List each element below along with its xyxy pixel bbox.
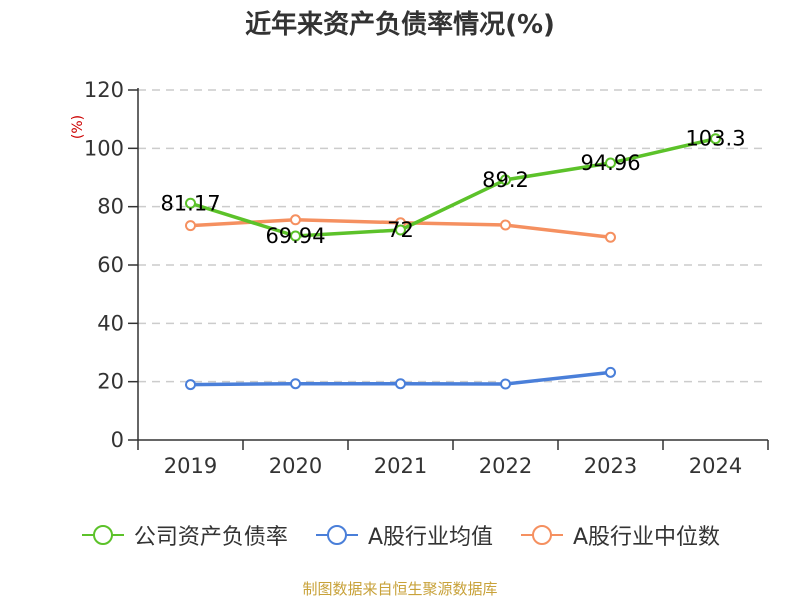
y-tick-label: 20 [97,370,124,394]
y-tick-label: 100 [84,136,124,160]
data-point [290,214,301,226]
series-line [189,137,716,238]
data-point [605,366,616,378]
legend-item-industry-median[interactable]: A股行业中位数 [519,519,720,551]
data-label: 81.17 [160,191,220,215]
legend-marker-icon [521,525,563,545]
x-tick-label: 2022 [479,454,532,478]
x-tick-label: 2021 [374,454,427,478]
data-label: 94.96 [580,151,640,175]
x-tick-label: 2024 [689,454,742,478]
data-label: 72 [387,218,414,242]
legend-item-company[interactable]: 公司资产负债率 [80,519,288,551]
legend-label: A股行业均值 [367,525,493,550]
legend-item-industry-mean[interactable]: A股行业均值 [314,519,493,551]
y-tick-label: 60 [97,253,124,277]
x-tick-label: 2023 [584,454,637,478]
y-tick-label: 80 [97,195,124,219]
legend-label: A股行业中位数 [573,525,721,550]
data-point [185,197,196,209]
data-point [605,157,616,169]
chart-title: 近年来资产负债率情况(%) [245,10,555,40]
y-tick-label: 120 [84,78,124,102]
data-point [500,378,511,390]
data-point [395,224,406,236]
data-point [290,230,301,242]
y-tick-label: 40 [97,311,124,335]
data-point [710,133,721,145]
x-tick-label: 2019 [164,454,217,478]
data-point [605,231,616,243]
data-point [185,379,196,391]
legend-marker-icon [81,525,124,545]
source-note: 制图数据来自恒生聚源数据库 [302,580,498,598]
legend-label: 公司资产负债率 [133,525,288,550]
data-point [290,378,301,390]
data-label: 89.2 [482,168,529,192]
x-tick-label: 2020 [269,454,322,478]
data-label: 69.94 [265,224,325,248]
data-point [185,220,196,232]
data-point [395,378,406,390]
data-point [500,219,511,231]
legend: 公司资产负债率 A股行业均值 A股行业中位数 [0,519,800,551]
data-point [500,174,511,186]
y-tick-label: 0 [111,428,124,452]
data-label: 103.3 [685,127,745,151]
y-axis-label: (%) [70,115,86,139]
legend-marker-icon [315,525,358,545]
